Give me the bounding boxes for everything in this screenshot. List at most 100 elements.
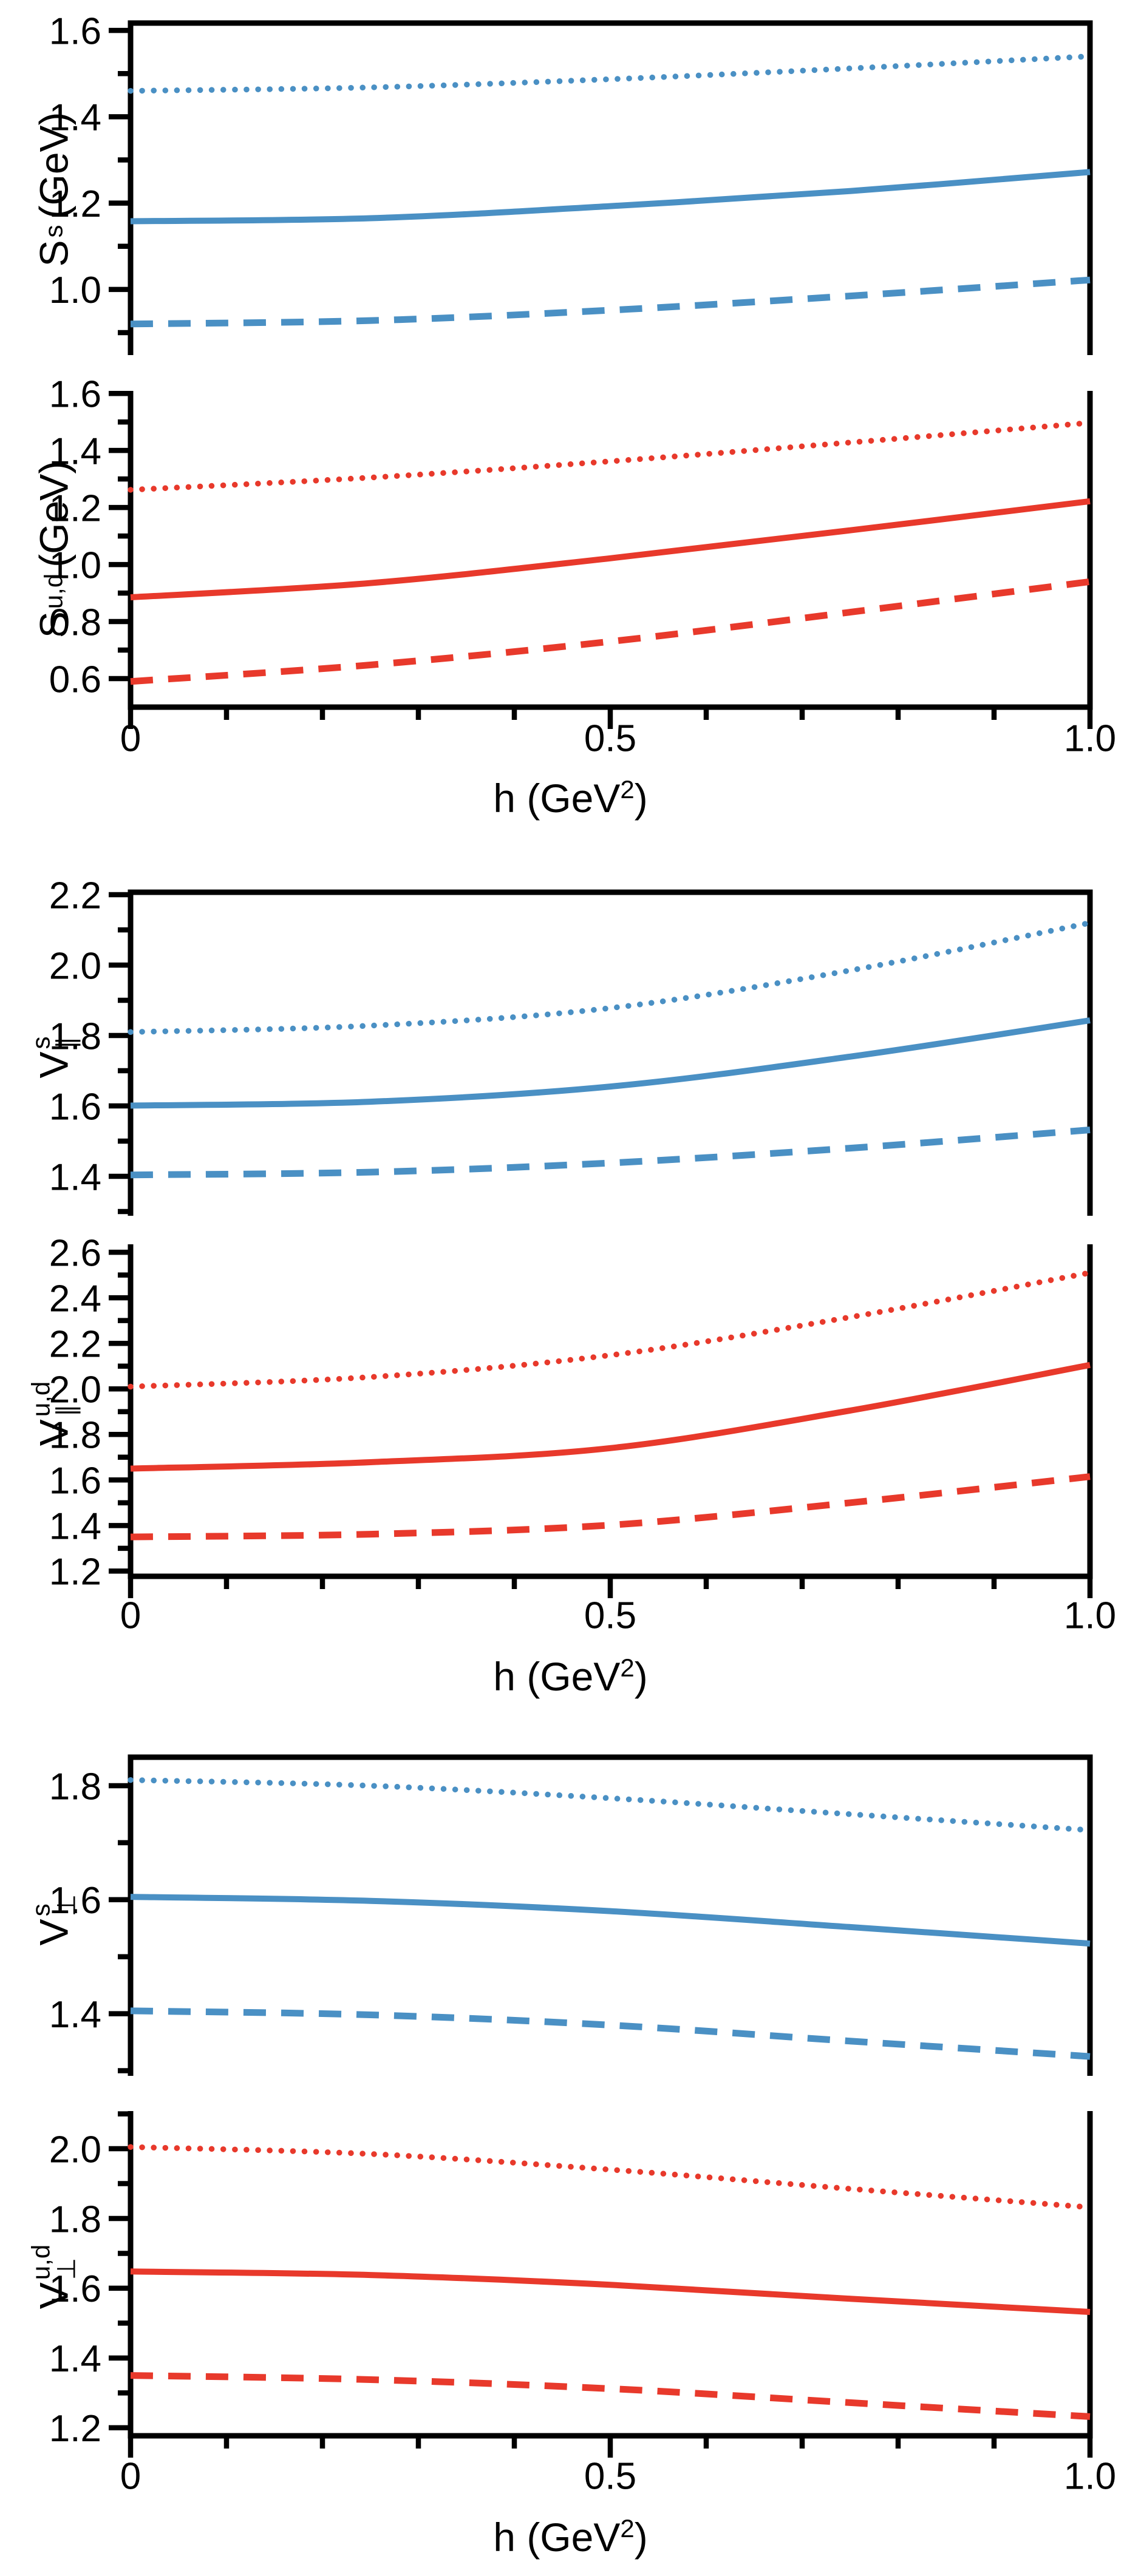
- curve-solid-V-par-s: [130, 1017, 1091, 1109]
- y-tick-label: 1.8: [49, 1766, 101, 1808]
- y-tick-label: 1.4: [49, 431, 101, 473]
- y-tick-label: 2.6: [49, 1232, 101, 1274]
- xlabel-text: h (GeV: [493, 1654, 621, 1699]
- xlabel-text: h (GeV: [493, 776, 621, 821]
- curve-dotted-S-ud: [128, 419, 1093, 493]
- y-tick-label: 2.2: [49, 1324, 101, 1366]
- panel-S-s: 1.6 1.4 1.2 1.0: [49, 10, 1093, 355]
- panel-S-ud: 1.6 1.4 1.2 1.0 0.8 0.6 0 0.5 1.0: [49, 374, 1116, 760]
- y-tick-label: 1.4: [49, 97, 101, 139]
- y-tick-label: 1.2: [49, 487, 101, 529]
- y-tick-label: 2.0: [49, 1369, 101, 1411]
- y-tick-label: 1.6: [49, 1880, 101, 1922]
- x-tick-label: 1.0: [1064, 717, 1116, 759]
- x-tick-label: 0.5: [584, 1595, 636, 1636]
- xlabel-text: ): [634, 1654, 648, 1699]
- xlabel-text: h (GeV: [493, 2515, 621, 2560]
- axis-spine: [128, 20, 1093, 355]
- ylabel-suffix: (GeV): [31, 460, 76, 568]
- curve-dashed-V-perp-s: [130, 2007, 1091, 2060]
- x-tick-label: 1.0: [1064, 2455, 1116, 2497]
- y-tick-label: 1.4: [49, 1156, 101, 1198]
- y-tick-label: 2.2: [49, 875, 101, 917]
- xlabel-group1: h (GeV2): [0, 775, 1141, 821]
- y-tick-label: 1.0: [49, 269, 101, 311]
- y-tick-label: 2.4: [49, 1278, 101, 1320]
- x-tick-label: 0: [120, 2455, 141, 2497]
- curve-dashed-V-par-s: [130, 1127, 1091, 1179]
- ylabel-sub: ⊥: [52, 1894, 80, 1916]
- ylabel-sup: u,d: [39, 573, 67, 609]
- y-tick-label: 1.6: [49, 1460, 101, 1502]
- y-tick-label: 1.8: [49, 2198, 101, 2240]
- y-tick-label: 1.2: [49, 2408, 101, 2450]
- axis-spine: [128, 889, 1093, 1216]
- x-tick-label: 0.5: [584, 717, 636, 759]
- ylabel-suffix: (GeV): [31, 111, 76, 219]
- xlabel-sup: 2: [620, 2514, 635, 2543]
- xlabel-group2: h (GeV2): [0, 1653, 1141, 1700]
- curve-solid-V-par-ud: [130, 1361, 1091, 1472]
- xlabel-sup: 2: [620, 1653, 635, 1682]
- y-tick-label: 1.6: [49, 10, 101, 52]
- panel-V-perp-s: 1.8 1.6 1.4: [49, 1754, 1093, 2076]
- curve-dotted-V-par-ud: [128, 1270, 1093, 1390]
- x-tick-label: 1.0: [1064, 1595, 1116, 1636]
- y-tick-label: 2.0: [49, 945, 101, 987]
- y-tick-label: 1.0: [49, 544, 101, 586]
- ylabel-sub: ∥: [52, 1035, 80, 1049]
- ylabel-base: V: [31, 2282, 76, 2309]
- y-tick-label: 1.6: [49, 1086, 101, 1128]
- curve-solid-V-perp-ud: [130, 2268, 1091, 2315]
- xlabel-sup: 2: [620, 775, 635, 804]
- axis-spine: [128, 1244, 1093, 1579]
- x-tick-label: 0.5: [584, 2455, 636, 2497]
- ylabel-base: S: [31, 611, 76, 638]
- y-tick-label: 1.2: [49, 1551, 101, 1593]
- ylabel-sub: ⊥: [52, 2257, 80, 2280]
- y-tick-label: 1.4: [49, 1994, 101, 2036]
- y-tick-label: 0.8: [49, 602, 101, 643]
- panel-V-par-ud: 2.62.42.22.01.81.61.41.2 0 0.5 1.0: [49, 1232, 1116, 1636]
- y-tick-label: 2.0: [49, 2129, 101, 2171]
- axis-spine: [128, 391, 1093, 710]
- ylabel-base: S: [31, 240, 76, 267]
- ylabel-base: V: [31, 1918, 76, 1945]
- ylabel-base: V: [31, 1418, 76, 1446]
- y-tick-label: 1.8: [49, 1415, 101, 1457]
- curve-dotted-V-perp-s: [128, 1777, 1093, 1833]
- axis-spine: [128, 1754, 1093, 2076]
- curve-dotted-S-s: [128, 53, 1093, 94]
- y-tick-label: 1.4: [49, 1506, 101, 1548]
- ylabel-sup: u,d: [26, 1381, 55, 1417]
- curve-solid-V-perp-s: [130, 1894, 1091, 1947]
- y-tick-label: 1.4: [49, 2338, 101, 2380]
- ylabel-sup: u,d: [26, 2244, 55, 2280]
- curve-dotted-V-perp-ud: [128, 2144, 1093, 2211]
- panel-V-perp-ud: 2.0 1.8 1.6 1.4 1.2 0 0.5 1.0: [49, 2111, 1116, 2497]
- xlabel-group3: h (GeV2): [0, 2514, 1141, 2560]
- ylabel-sup: s: [26, 1035, 55, 1049]
- y-tick-label: 1.6: [49, 2268, 101, 2310]
- panel-V-par-s: 2.2 2.0 1.8 1.6 1.4: [49, 875, 1093, 1216]
- curve-dotted-V-par-s: [128, 920, 1093, 1035]
- curve-solid-S-ud: [130, 498, 1091, 601]
- y-tick-label: 1.6: [49, 374, 101, 416]
- curve-dashed-S-ud: [130, 578, 1091, 685]
- xlabel-text: ): [634, 776, 648, 821]
- curve-dashed-V-perp-ud: [130, 2372, 1091, 2420]
- y-tick-label: 0.6: [49, 659, 101, 700]
- xlabel-text: ): [634, 2515, 648, 2560]
- curve-solid-S-s: [130, 169, 1091, 225]
- ylabel-sup: s: [26, 1903, 55, 1916]
- ylabel-sub: ∥: [52, 1403, 80, 1417]
- x-tick-label: 0: [120, 717, 141, 759]
